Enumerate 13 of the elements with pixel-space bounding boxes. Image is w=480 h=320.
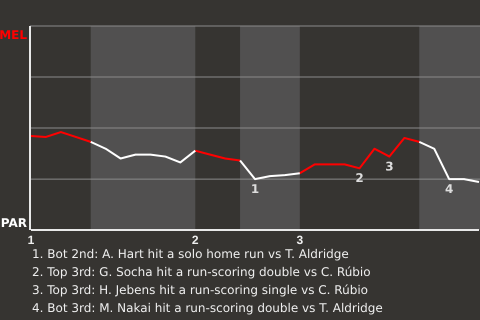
x-tick-label: 1 [28,232,35,247]
annotation: 3 [385,159,394,174]
annotation: 2 [355,171,364,186]
annotation: 1 [250,182,260,196]
x-tick-label: 3 [296,232,304,247]
text: 3. Top 3rd: H. Jebens hit a run-scoring single vs C. Rúbio [32,283,368,297]
x-tick-label: 2 [192,232,199,247]
text: MEL [0,28,28,42]
text: PAR [0,216,27,230]
text: 4. Bot 3rd: M. Nakai hit a run-scoring double vs T. Aldridge [32,301,383,315]
text: 2. Top 3rd: G. Socha hit a run-scoring double vs C. Rúbio [32,265,371,279]
annotation: 4 [444,182,454,196]
text: 1. Bot 2nd: A. Hart hit a solo home run vs T. Aldridge [32,247,349,261]
